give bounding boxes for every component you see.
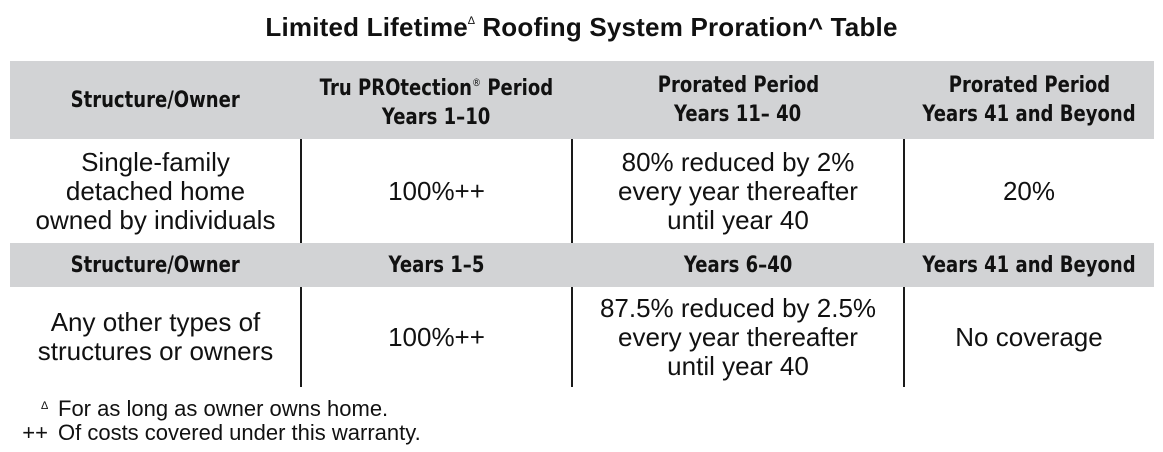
section2-header-years-6-40: Years 6–40 (683, 252, 793, 278)
section1-header-tru-protection-label: Tru PROtection (319, 76, 473, 101)
section1-header-prorated-41-beyond: Prorated Period Years 41 and Beyond (922, 73, 1136, 127)
section2-row-years-41-beyond-value: No coverage (955, 321, 1103, 352)
section1-divider-2 (571, 139, 573, 243)
section1-row-prorated-11-40-value: 80% reduced by 2% every year thereafter … (618, 146, 858, 235)
section2-row-years-1-5-value: 100%++ (388, 321, 485, 352)
footnote-lifetime-text: For as long as owner owns home. (58, 396, 389, 421)
section1-row-structure-owner: Single-family detached home owned by ind… (35, 146, 276, 235)
section1-header-tru-protection: Tru PROtection® Period Years 1–10 (301, 61, 572, 139)
section2-row-years-6-40-value: 87.5% reduced by 2.5% every year thereaf… (599, 292, 877, 381)
title-caret-symbol: ^ (807, 12, 824, 42)
section1-header-period-label: Period (481, 76, 554, 101)
section2-divider-3 (903, 287, 905, 387)
section2-divider-1 (300, 287, 302, 387)
section2-row-structure-owner: Any other types of structures or owners (37, 307, 274, 366)
footnote-costs: ++ Of costs covered under this warranty. (0, 420, 421, 446)
footnote-lifetime: ∆ For as long as owner owns home. (0, 393, 388, 422)
section1-header-structure-owner: Structure/Owner (70, 87, 241, 113)
section1-divider-3 (903, 139, 905, 243)
section1-row-prorated-41-beyond-value: 20% (1002, 175, 1056, 206)
section2-header-structure-owner: Structure/Owner (70, 252, 241, 278)
title-text-main: Limited Lifetime (265, 12, 468, 42)
section2-header-row (10, 243, 1154, 287)
section2-header-years-1-5: Years 1–5 (388, 252, 485, 278)
section1-row-years-1-10-value: 100%++ (388, 175, 485, 206)
section2-divider-2 (571, 287, 573, 387)
registered-mark: ® (472, 76, 482, 89)
footnote-plusplus-mark: ++ (22, 420, 48, 445)
title-delta-symbol: ∆ (467, 15, 475, 27)
title-text-end: Table (823, 12, 898, 42)
section1-header-prorated-11-40: Prorated Period Years 11– 40 (657, 73, 819, 127)
section1-header-years-1-10: Years 1–10 (382, 105, 491, 130)
section1-divider-1 (300, 139, 302, 243)
footnote-costs-text: Of costs covered under this warranty. (58, 420, 421, 445)
table-title: Limited Lifetime∆ Roofing System Prorati… (0, 12, 1163, 43)
section2-header-years-41-beyond: Years 41 and Beyond (922, 252, 1136, 278)
title-text-middle: Roofing System Proration (474, 12, 808, 42)
footnote-delta-mark: ∆ (41, 400, 48, 412)
section1-header-row (10, 61, 1154, 139)
